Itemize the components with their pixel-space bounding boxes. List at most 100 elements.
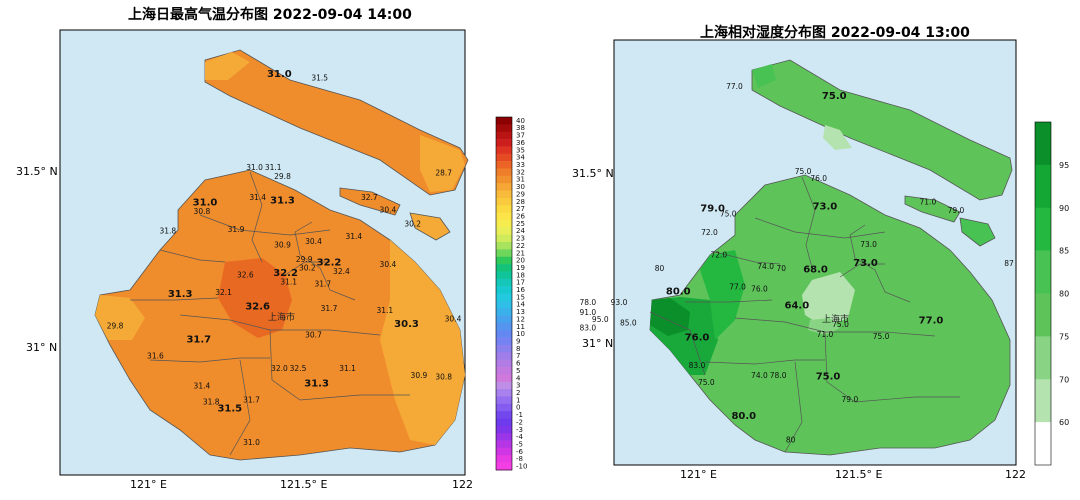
temperature-station-value: 32.7 [361,193,378,202]
colorbar-tick-label: 24 [516,227,525,235]
humidity-station-value: 85.0 [620,318,637,327]
colorbar-tick-label: 21 [516,249,525,257]
temperature-station-value: 30.4 [305,237,322,246]
temperature-station-value: 31.4 [249,193,266,202]
colorbar-cell [496,447,512,456]
lat-label-31-5: 31.5° N [572,167,614,180]
colorbar-tick-label: 23 [516,235,525,243]
humidity-station-value: 93.0 [611,298,628,307]
colorbar-tick-label: 11 [516,323,525,331]
colorbar-cell [496,418,512,427]
humidity-station-value: 75.0 [795,167,812,176]
colorbar-tick-label: 37 [516,132,525,140]
colorbar-cell [496,205,512,213]
humidity-station-value: 79.0 [700,203,725,214]
colorbar-cell [496,219,512,228]
colorbar-tick-label: -8 [516,455,523,463]
humidity-station-value: 68.0 [803,265,828,276]
humidity-station-value: 73.0 [853,258,878,269]
temperature-map: 31.0 31.528.731.0 31.129.831.030.831.4 31.3… [59,29,527,476]
humidity-station-value: 80 [655,264,665,273]
humidity-station-value: 95.0 [592,315,609,324]
colorbar-tick-label: 35 [516,146,525,154]
colorbar-cell [496,183,512,191]
colorbar-tick-label: 14 [516,301,525,309]
colorbar-cell [496,396,512,405]
temperature-station-value: 32.5 [290,364,307,373]
colorbar-cell [496,403,512,412]
colorbar-cell [496,367,512,375]
temperature-station-value: 31.1 [376,306,393,315]
humidity-station-value: 83.0 [689,361,706,370]
colorbar-tick-label: 70 [1059,375,1069,384]
colorbar-cell [496,315,512,324]
humidity-station-value: 75.0 [822,91,847,102]
temperature-station-value: 31.1 [280,278,297,287]
colorbar-cell [496,322,512,331]
colorbar-tick-label: 40 [516,117,525,125]
colorbar-cell [496,308,512,316]
temperature-station-value: 30.4 [380,260,397,269]
temperature-station-value: 30.4 [380,205,397,214]
temperature-station-value: 31.7 [243,396,260,405]
colorbar-cell [496,278,512,287]
colorbar-tick-label: 32 [516,168,525,176]
lon-label-121: 121° E [680,468,717,481]
lon-label-121-5: 121.5° E [835,468,883,481]
city-label: 上海市 [822,313,849,325]
lon-label-122: 122 [452,478,473,491]
colorbar-cell [1035,164,1051,209]
colorbar-tick-label: 33 [516,161,525,169]
colorbar-tick-label: 80 [1059,290,1069,299]
colorbar-cell [1035,379,1051,423]
temperature-station-value: 30.2 [299,264,316,273]
colorbar-border [495,116,513,471]
colorbar-tick-label: -10 [516,463,527,471]
temperature-station-value: 31.7 [321,304,338,313]
colorbar-tick-label: -4 [516,433,524,441]
colorbar-tick-label: 22 [516,242,525,250]
colorbar-cell [496,117,512,125]
temperature-station-value: 32.1 [215,288,232,297]
colorbar-cell [496,440,512,449]
colorbar-tick-label: -6 [516,448,524,456]
humidity-station-value: 87 [1004,259,1014,268]
colorbar-cell [496,352,512,360]
temperature-station-value: 31.4 [194,381,211,390]
colorbar-cell [496,146,512,155]
temperature-station-value: 31.3 [270,196,295,207]
temperature-station-value: 32.2 [273,268,298,279]
colorbar-tick-label: 38 [516,124,525,132]
humidity-map-title: 上海相对湿度分布图 2022-09-04 13:00 [700,25,970,41]
temperature-station-value: 31.5 [217,403,242,414]
humidity-station-value: 71.0 [920,198,937,207]
colorbar-tick-label: 12 [516,315,525,323]
temperature-station-value: 31.3 [304,379,329,390]
colorbar-cell [496,190,512,199]
colorbar-cell [496,286,512,294]
humidity-station-value: 74.0 [751,371,768,380]
lon-label-121: 121° E [130,478,167,491]
temperature-station-value: 32.4 [333,267,350,276]
temperature-colorbar: 4038373635343332313029282726252423222120… [495,116,527,471]
colorbar-cell [496,234,512,243]
colorbar-tick-label: 10 [516,330,525,338]
colorbar-cell [496,175,512,184]
temperature-station-value: 30.8 [194,207,211,216]
colorbar-tick-label: 95 [1059,161,1069,170]
temperature-station-value: 31.1 [339,364,356,373]
colorbar-tick-label: -1 [516,411,523,419]
temperature-station-value: 31.0 [193,197,218,208]
colorbar-cell [496,161,512,169]
colorbar-cell [1035,122,1051,166]
colorbar-cell [496,455,512,463]
colorbar-tick-label: 25 [516,220,525,228]
humidity-station-value: 80.0 [731,411,756,422]
map-frame [613,39,1017,466]
humidity-station-value: 77.0 [729,283,746,292]
lat-label-31: 31° N [26,341,58,354]
colorbar-cell [496,300,512,309]
colorbar-cell [1035,250,1051,294]
colorbar-cell [496,359,512,368]
colorbar-cell [496,381,512,390]
